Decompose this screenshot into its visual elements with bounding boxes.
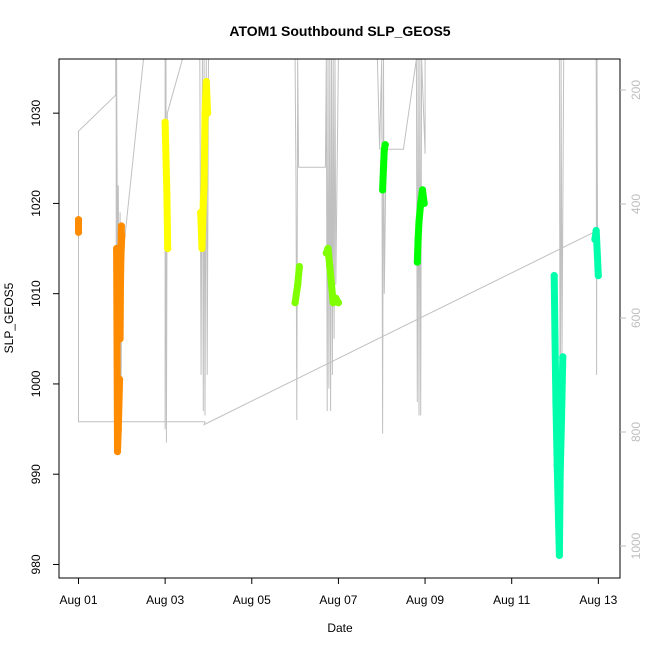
y-axis-title: SLP_GEOS5 xyxy=(2,282,16,353)
series-3-point-0-3 xyxy=(381,141,389,149)
series-2-point-1-6 xyxy=(334,299,342,307)
series-1-segment-0 xyxy=(161,118,172,252)
series-4-point-0-2 xyxy=(552,398,560,406)
series-0-point-0-0 xyxy=(74,216,83,224)
series-0-point-1-2 xyxy=(114,425,122,433)
plot-area: Aug 01 Aug 03 Aug 05 Aug 07 Aug 09 Aug 11 Aug … xyxy=(29,58,643,607)
x-tick-label-2: Aug 05 xyxy=(233,593,271,607)
series-4-segment-1 xyxy=(591,227,602,280)
x-tick-label-5: Aug 11 xyxy=(493,593,530,607)
x-tick-label-0: Aug 01 xyxy=(59,593,97,607)
series-1-point-1-5 xyxy=(202,78,210,86)
plot-frame xyxy=(58,58,621,579)
x-tick-label-1: Aug 03 xyxy=(146,593,184,607)
x-tick-label-6: Aug 13 xyxy=(579,593,617,607)
series-0-point-1-3 xyxy=(116,375,124,383)
series-3-point-1-2 xyxy=(415,217,423,226)
series-3-point-1-4 xyxy=(418,186,427,194)
series-4-point-0-7 xyxy=(557,416,566,424)
series-1-point-0-2 xyxy=(163,190,171,198)
series-1-point-0-3 xyxy=(164,244,172,253)
y2-tick-label-2: 600 xyxy=(629,308,643,328)
y-tick-label-0: 980 xyxy=(29,554,43,574)
series-4-point-1-3 xyxy=(594,272,602,280)
series-4-point-1-1 xyxy=(592,226,600,235)
series-1-point-0-1 xyxy=(162,154,170,162)
background-series-line xyxy=(78,59,599,493)
series-4-point-1-0 xyxy=(591,235,599,244)
series-3-point-1-1 xyxy=(414,235,422,244)
series-0-point-2-0 xyxy=(116,335,124,343)
y-tick-label-1: 990 xyxy=(29,464,43,484)
x-tick-label-4: Aug 09 xyxy=(406,593,444,607)
series-3-point-0-0 xyxy=(379,186,387,194)
series-4-point-0-1 xyxy=(551,335,559,343)
series-0-point-3-0 xyxy=(117,254,125,262)
series-0-point-2-2 xyxy=(117,222,125,230)
series-1-point-1-6 xyxy=(204,109,212,117)
series-0-point-2-1 xyxy=(116,281,125,289)
series-4-point-0-6 xyxy=(556,470,564,478)
y2-tick-label-1: 400 xyxy=(629,194,643,214)
series-3-point-0-1 xyxy=(379,163,388,171)
x-axis-title: Date xyxy=(327,621,353,635)
series-4-point-0-4 xyxy=(554,515,563,523)
series-1-point-1-2 xyxy=(199,199,207,207)
series-0-segment-1 xyxy=(113,245,124,456)
series-2-point-0-0 xyxy=(291,299,299,307)
series-2-point-1-3 xyxy=(327,281,336,289)
series-4-point-0-8 xyxy=(559,353,567,361)
series-2-point-1-2 xyxy=(326,263,334,271)
series-0-point-3-1 xyxy=(118,231,126,239)
series-4-point-0-3 xyxy=(553,461,561,469)
y2-tick-label-4: 1000 xyxy=(629,532,643,559)
series-1-point-1-1 xyxy=(198,244,206,253)
y-tick-label-4: 1020 xyxy=(29,190,43,217)
y-tick-label-3: 1010 xyxy=(29,280,43,307)
series-1-point-0-0 xyxy=(161,118,169,126)
series-2-point-1-1 xyxy=(324,244,332,253)
chart-title: ATOM1 Southbound SLP_GEOS5 xyxy=(229,23,450,39)
series-4-point-0-5 xyxy=(555,551,564,560)
series-4-point-1-2 xyxy=(593,254,602,262)
y2-tick-label-3: 800 xyxy=(629,422,643,442)
series-1-point-1-0 xyxy=(197,208,205,216)
series-2-point-0-1 xyxy=(294,281,302,289)
series-0-point-0-1 xyxy=(74,228,83,236)
series-3-point-1-0 xyxy=(413,258,421,266)
x-tick-label-3: Aug 07 xyxy=(319,593,357,607)
y-tick-label-2: 1000 xyxy=(29,370,43,397)
series-3-point-1-5 xyxy=(420,199,428,207)
series-0-segment-3 xyxy=(117,231,126,262)
series-4-point-0-0 xyxy=(550,272,558,280)
series-1-point-1-3 xyxy=(200,181,208,189)
series-2-point-0-2 xyxy=(295,263,303,271)
series-0-point-1-1 xyxy=(113,448,122,456)
y2-tick-label-0: 200 xyxy=(629,80,643,100)
y-tick-label-5: 1030 xyxy=(29,99,43,126)
